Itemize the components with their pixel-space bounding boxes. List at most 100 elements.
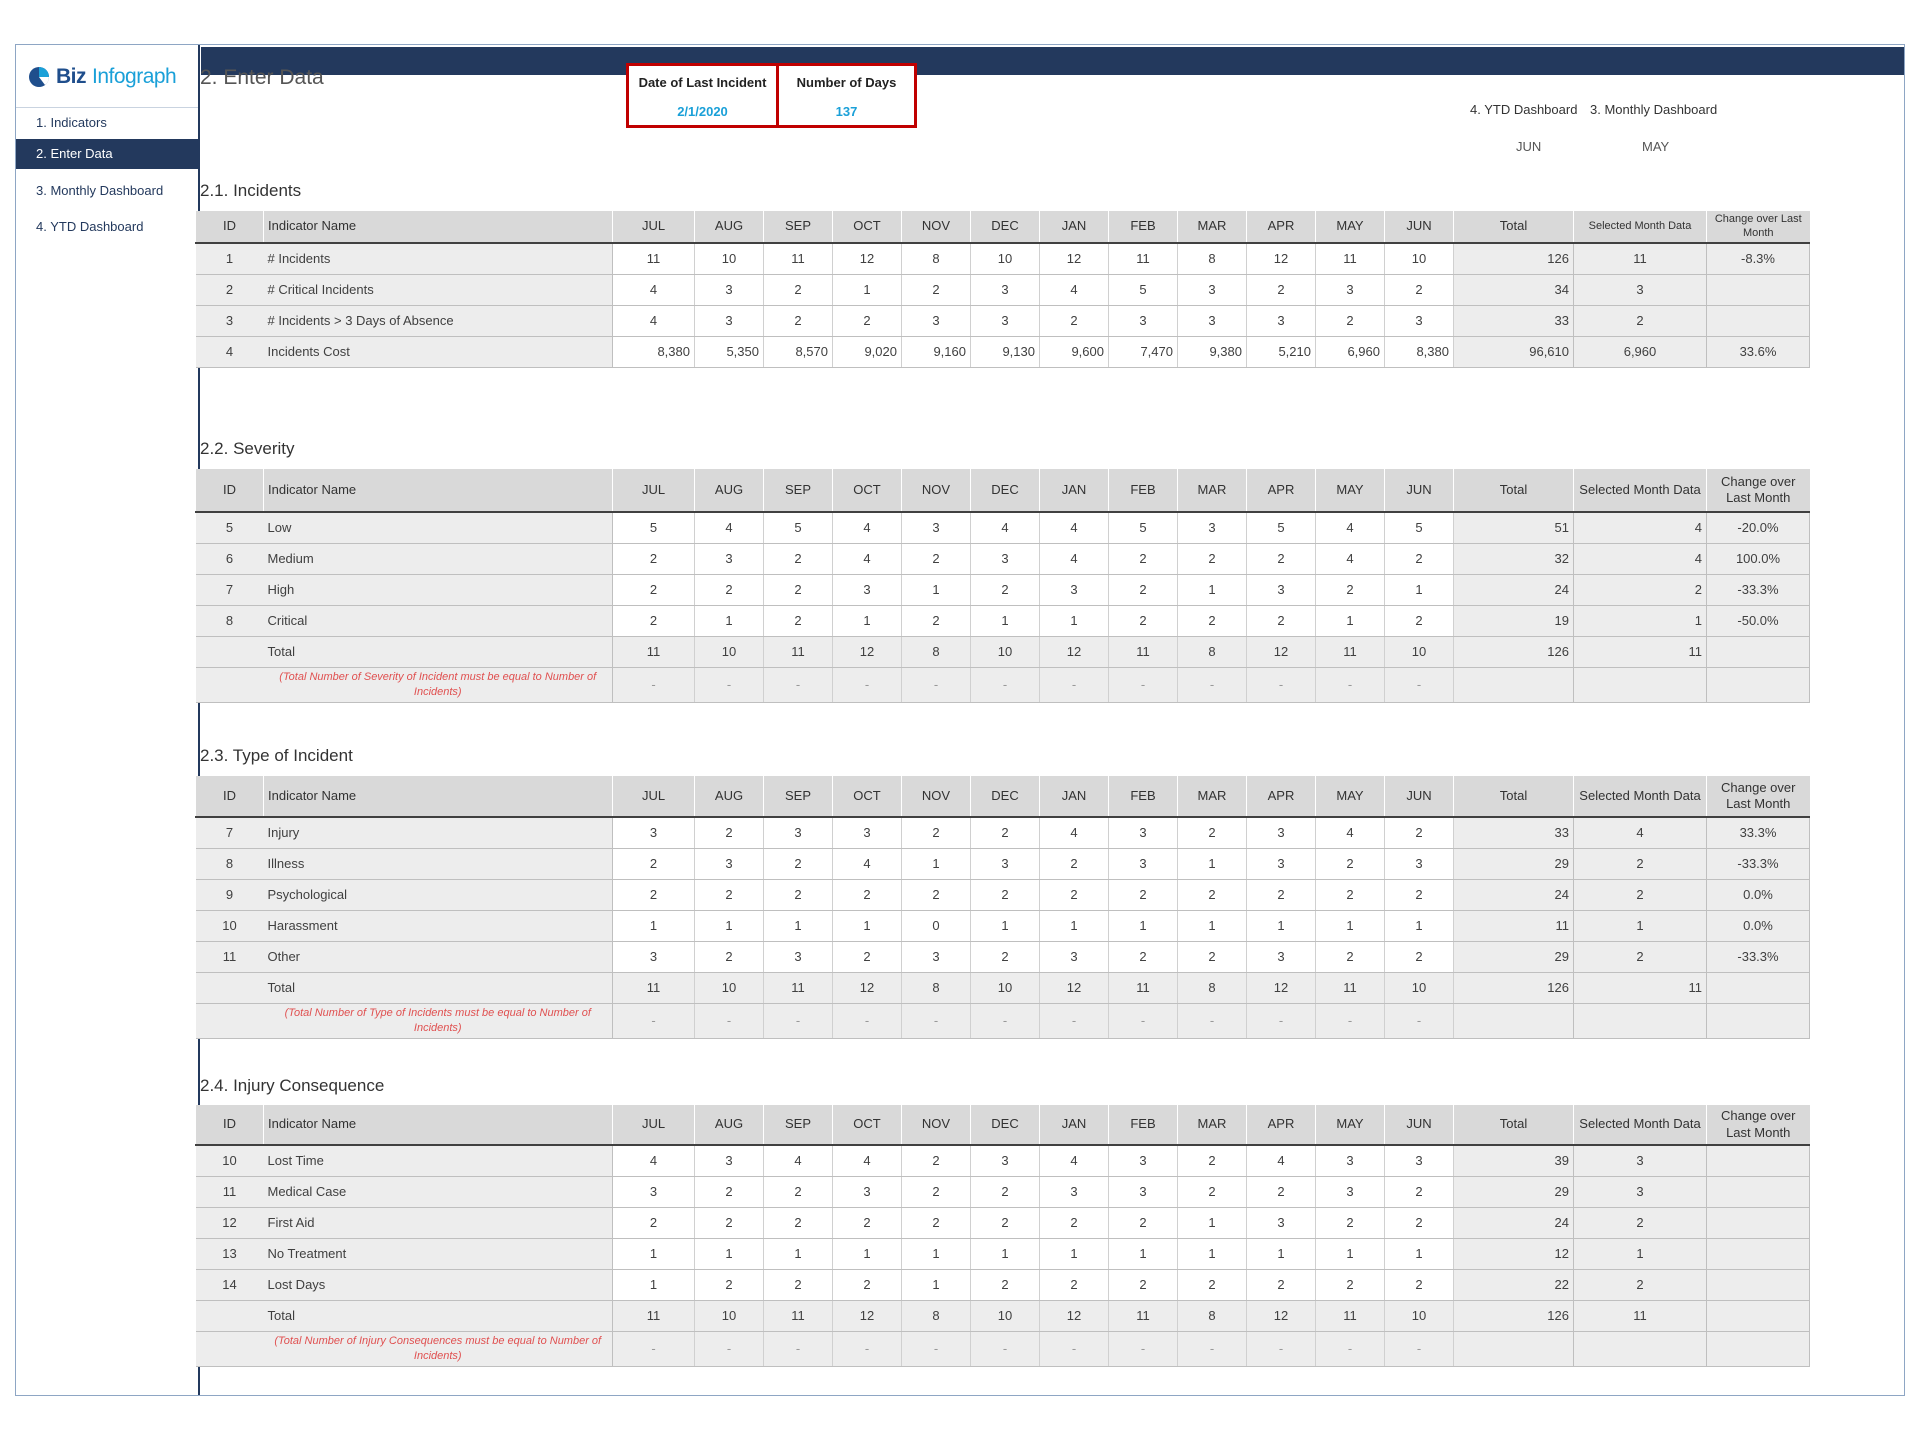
month-value-cell[interactable]: 1 <box>1177 910 1247 942</box>
month-value-cell[interactable]: 3 <box>612 817 695 849</box>
month-value-cell[interactable]: 1 <box>1315 910 1385 942</box>
month-value-cell[interactable]: 3 <box>1246 941 1316 973</box>
month-value-cell[interactable]: 1 <box>832 1238 902 1270</box>
month-value-cell[interactable]: 2 <box>1108 879 1178 911</box>
month-value-cell[interactable]: 1 <box>1177 848 1247 880</box>
month-value-cell[interactable]: 4 <box>1315 512 1385 544</box>
ytd-dashboard-link[interactable]: 4. YTD Dashboard <box>1470 102 1578 117</box>
month-value-cell[interactable]: 3 <box>694 543 764 575</box>
month-value-cell[interactable]: 1 <box>1384 1238 1454 1270</box>
month-value-cell[interactable]: 2 <box>612 848 695 880</box>
month-value-cell[interactable]: 1 <box>1039 910 1109 942</box>
month-value-cell[interactable]: 1 <box>1315 605 1385 637</box>
month-value-cell[interactable]: 2 <box>763 1176 833 1208</box>
month-value-cell[interactable]: 8,380 <box>1384 336 1454 368</box>
month-value-cell[interactable]: 3 <box>832 817 902 849</box>
month-value-cell[interactable]: 3 <box>1108 305 1178 337</box>
month-value-cell[interactable]: 1 <box>901 848 971 880</box>
month-value-cell[interactable]: 2 <box>612 1207 695 1239</box>
month-value-cell[interactable]: 3 <box>1384 305 1454 337</box>
month-value-cell[interactable]: 2 <box>1315 941 1385 973</box>
month-value-cell[interactable]: 8 <box>901 243 971 275</box>
month-value-cell[interactable]: 3 <box>970 1145 1040 1177</box>
month-value-cell[interactable]: 3 <box>970 848 1040 880</box>
month-value-cell[interactable]: 4 <box>1315 817 1385 849</box>
month-value-cell[interactable]: 2 <box>694 574 764 606</box>
month-value-cell[interactable]: 10 <box>694 243 764 275</box>
month-value-cell[interactable]: 4 <box>970 512 1040 544</box>
nav-item-monthly-dashboard[interactable]: 3. Monthly Dashboard <box>36 183 164 198</box>
last-incident-value[interactable]: 2/1/2020 <box>677 104 728 119</box>
month-value-cell[interactable]: 2 <box>1039 879 1109 911</box>
nav-item-indicators[interactable]: 1. Indicators <box>36 115 107 130</box>
month-value-cell[interactable]: 2 <box>1315 848 1385 880</box>
month-value-cell[interactable]: 2 <box>1384 1176 1454 1208</box>
month-value-cell[interactable]: 2 <box>694 879 764 911</box>
month-value-cell[interactable]: 4 <box>612 274 695 306</box>
month-value-cell[interactable]: 4 <box>1039 1145 1109 1177</box>
month-value-cell[interactable]: 3 <box>694 274 764 306</box>
month-value-cell[interactable]: 4 <box>612 1145 695 1177</box>
month-value-cell[interactable]: 2 <box>901 817 971 849</box>
month-value-cell[interactable]: 2 <box>970 879 1040 911</box>
month-value-cell[interactable]: 2 <box>763 848 833 880</box>
month-value-cell[interactable]: 2 <box>1246 605 1316 637</box>
month-value-cell[interactable]: 2 <box>970 941 1040 973</box>
month-value-cell[interactable]: 2 <box>970 1269 1040 1301</box>
month-value-cell[interactable]: 2 <box>970 817 1040 849</box>
month-value-cell[interactable]: 2 <box>763 1269 833 1301</box>
month-value-cell[interactable]: 8,570 <box>763 336 833 368</box>
month-value-cell[interactable]: 2 <box>763 543 833 575</box>
month-value-cell[interactable]: 9,130 <box>970 336 1040 368</box>
month-value-cell[interactable]: 2 <box>1039 1207 1109 1239</box>
month-value-cell[interactable]: 3 <box>1108 1145 1178 1177</box>
month-value-cell[interactable]: 4 <box>612 305 695 337</box>
month-value-cell[interactable]: 2 <box>1315 879 1385 911</box>
month-value-cell[interactable]: 3 <box>1177 512 1247 544</box>
month-value-cell[interactable]: 3 <box>763 817 833 849</box>
month-value-cell[interactable]: 7,470 <box>1108 336 1178 368</box>
month-value-cell[interactable]: 2 <box>1177 1269 1247 1301</box>
month-value-cell[interactable]: 4 <box>1039 817 1109 849</box>
month-value-cell[interactable]: 2 <box>1384 879 1454 911</box>
month-value-cell[interactable]: 3 <box>612 1176 695 1208</box>
month-value-cell[interactable]: 2 <box>1177 879 1247 911</box>
month-value-cell[interactable]: 9,600 <box>1039 336 1109 368</box>
month-value-cell[interactable]: 10 <box>970 243 1040 275</box>
month-value-cell[interactable]: 2 <box>763 305 833 337</box>
month-value-cell[interactable]: 3 <box>1246 305 1316 337</box>
month-value-cell[interactable]: 9,380 <box>1177 336 1247 368</box>
month-value-cell[interactable]: 1 <box>970 605 1040 637</box>
month-value-cell[interactable]: 1 <box>970 1238 1040 1270</box>
month-value-cell[interactable]: 1 <box>832 274 902 306</box>
month-value-cell[interactable]: 1 <box>1177 1238 1247 1270</box>
month-value-cell[interactable]: 11 <box>1315 243 1385 275</box>
month-value-cell[interactable]: 2 <box>1384 605 1454 637</box>
month-value-cell[interactable]: 2 <box>970 1176 1040 1208</box>
month-value-cell[interactable]: 2 <box>1384 941 1454 973</box>
month-value-cell[interactable]: 3 <box>1246 1207 1316 1239</box>
month-value-cell[interactable]: 2 <box>694 1207 764 1239</box>
month-value-cell[interactable]: 2 <box>1177 817 1247 849</box>
month-value-cell[interactable]: 2 <box>612 543 695 575</box>
month-value-cell[interactable]: 3 <box>970 543 1040 575</box>
month-value-cell[interactable]: 4 <box>832 543 902 575</box>
month-value-cell[interactable]: 4 <box>763 1145 833 1177</box>
month-value-cell[interactable]: 2 <box>1384 543 1454 575</box>
month-value-cell[interactable]: 2 <box>1315 1269 1385 1301</box>
month-value-cell[interactable]: 1 <box>1177 574 1247 606</box>
month-value-cell[interactable]: 3 <box>1384 848 1454 880</box>
nav-item-enter-data[interactable]: 2. Enter Data <box>16 139 198 169</box>
month-value-cell[interactable]: 2 <box>901 274 971 306</box>
month-value-cell[interactable]: 3 <box>1246 848 1316 880</box>
month-value-cell[interactable]: 2 <box>612 605 695 637</box>
month-value-cell[interactable]: 3 <box>1177 305 1247 337</box>
month-value-cell[interactable]: 2 <box>1039 848 1109 880</box>
month-value-cell[interactable]: 2 <box>1177 605 1247 637</box>
month-value-cell[interactable]: 4 <box>832 512 902 544</box>
month-value-cell[interactable]: 11 <box>1108 243 1178 275</box>
month-value-cell[interactable]: 2 <box>1108 574 1178 606</box>
month-value-cell[interactable]: 2 <box>901 1176 971 1208</box>
month-value-cell[interactable]: 2 <box>763 879 833 911</box>
month-value-cell[interactable]: 2 <box>832 941 902 973</box>
